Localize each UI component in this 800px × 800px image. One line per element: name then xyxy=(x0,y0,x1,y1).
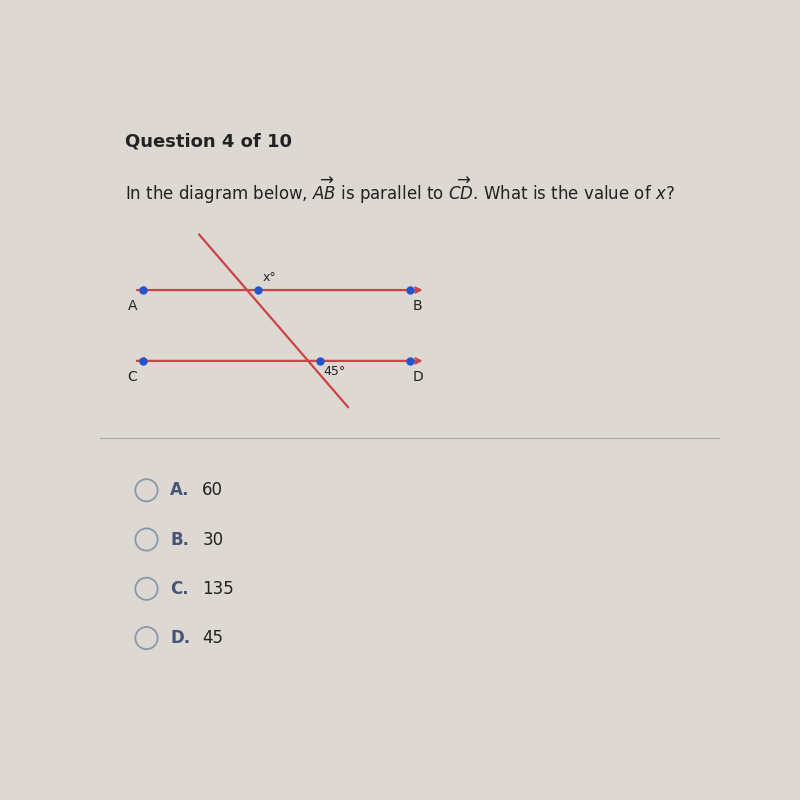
Text: B: B xyxy=(413,299,422,314)
Text: A.: A. xyxy=(170,482,190,499)
Text: 45°: 45° xyxy=(323,365,346,378)
Text: In the diagram below, $\overrightarrow{AB}$ is parallel to $\overrightarrow{CD}$: In the diagram below, $\overrightarrow{A… xyxy=(125,176,674,206)
Text: B.: B. xyxy=(170,530,189,549)
Text: 135: 135 xyxy=(202,580,234,598)
Text: C: C xyxy=(127,370,138,384)
Text: C.: C. xyxy=(170,580,189,598)
Text: 60: 60 xyxy=(202,482,223,499)
Text: A: A xyxy=(128,299,138,314)
Text: x°: x° xyxy=(262,271,276,284)
Text: Question 4 of 10: Question 4 of 10 xyxy=(125,133,292,151)
Text: 30: 30 xyxy=(202,530,223,549)
Text: D.: D. xyxy=(170,629,190,647)
Text: 45: 45 xyxy=(202,629,223,647)
Text: D: D xyxy=(413,370,424,384)
